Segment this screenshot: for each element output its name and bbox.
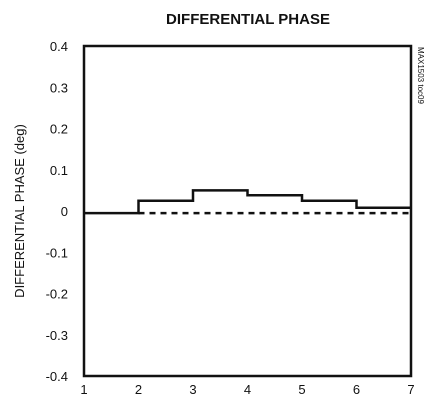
x-tick-label: 4 (244, 382, 251, 397)
y-tick-label: 0.1 (50, 163, 68, 178)
y-tick-label: -0.4 (46, 369, 68, 384)
x-tick-label: 7 (407, 382, 414, 397)
y-tick-label: -0.2 (46, 287, 68, 302)
y-tick-label: 0.4 (50, 39, 68, 54)
plot-frame (82, 44, 413, 378)
y-axis-label: DIFFERENTIAL PHASE (deg) (12, 124, 27, 298)
y-tick-label: 0.3 (50, 80, 68, 95)
y-tick-label: 0 (61, 204, 68, 219)
x-ticks: 1 2 3 4 5 6 7 (80, 382, 414, 397)
y-tick-label: -0.3 (46, 328, 68, 343)
x-tick-label: 6 (353, 382, 360, 397)
series-layer (84, 189, 411, 215)
series-step-line (84, 189, 411, 215)
y-ticks: 0.4 0.3 0.2 0.1 0 -0.1 -0.2 -0.3 -0.4 (46, 39, 68, 384)
y-tick-label: -0.1 (46, 245, 68, 260)
x-tick-label: 1 (80, 382, 87, 397)
x-tick-label: 2 (135, 382, 142, 397)
x-tick-label: 5 (298, 382, 305, 397)
y-tick-label: 0.2 (50, 122, 68, 137)
chart-title: DIFFERENTIAL PHASE (166, 11, 330, 28)
watermark-code: MAX1503 toc09 (416, 47, 424, 104)
x-tick-label: 3 (189, 382, 196, 397)
